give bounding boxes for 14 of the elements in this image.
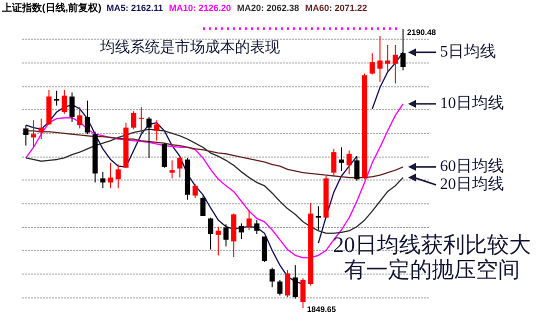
text: MA20: 2062.38 [237,3,300,13]
text: 5日均线 [440,42,496,60]
annotation: 有一定的抛压空间 [344,257,520,282]
text: MA10: 2126.20 [169,3,232,13]
annotation: 20日均线获利比较大 [333,232,531,257]
text: MA60: 2071.22 [305,3,368,13]
text: 60日均线 [440,156,504,175]
text: 10日均线 [440,94,504,112]
chart-title: 上证指数(日线,前复权) [1,2,102,14]
text: MA5: 2162.11 [106,3,163,13]
text: 均线系统是市场成本的表现 [99,39,280,56]
text: 20日均线 [440,174,504,193]
annotation: 1849.65 [306,305,336,314]
text: 2190.48 [407,28,437,37]
